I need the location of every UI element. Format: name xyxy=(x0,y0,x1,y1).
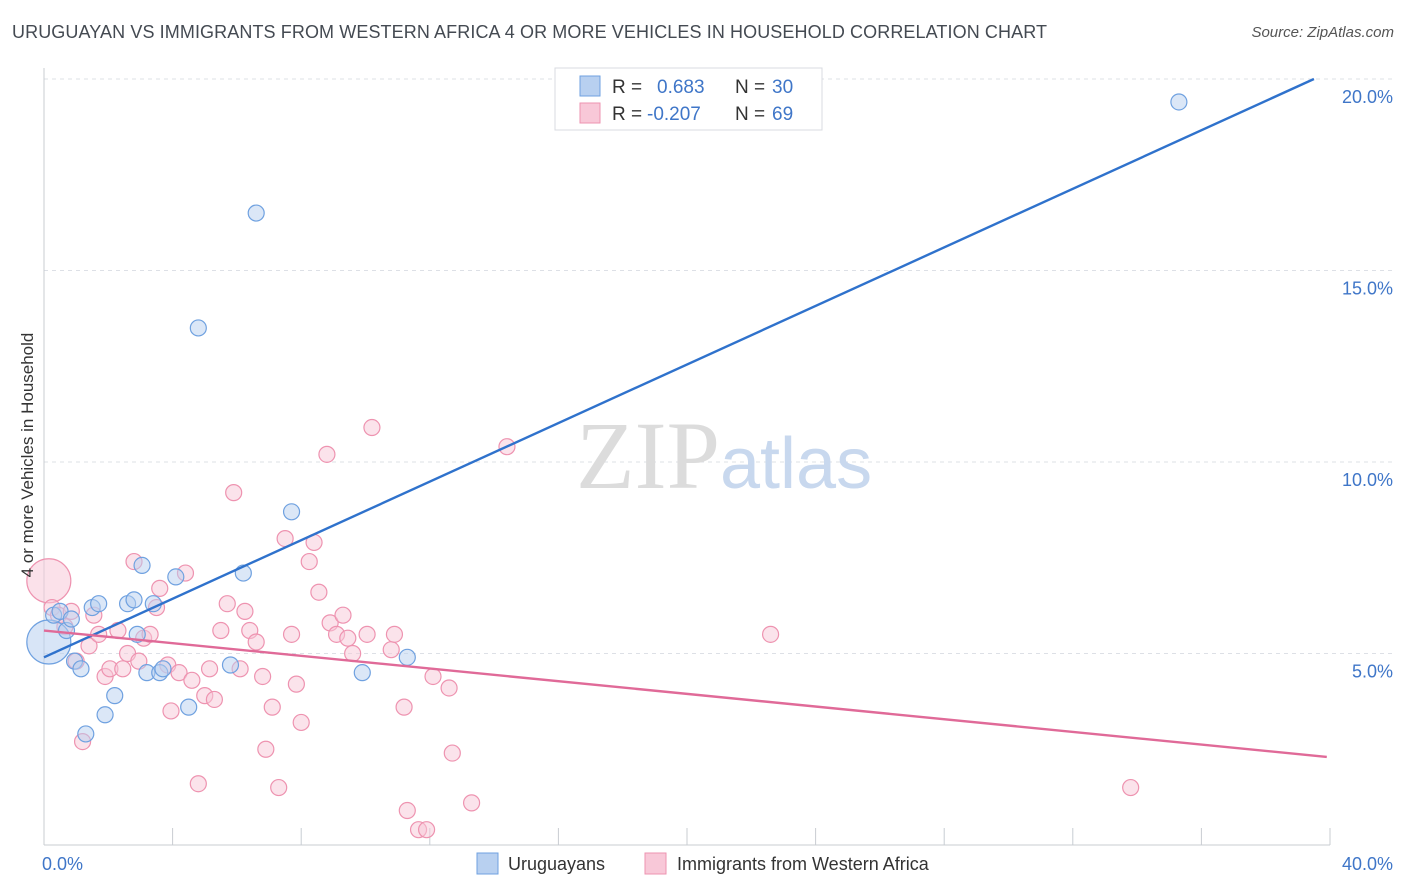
western-africa-point xyxy=(212,621,230,640)
uruguayan-point xyxy=(247,204,265,222)
legend-r-label: R = xyxy=(612,77,642,98)
western-africa-point xyxy=(318,445,336,463)
western-africa-point xyxy=(310,583,328,601)
western-africa-point xyxy=(385,625,404,643)
uruguayan-point xyxy=(282,503,301,521)
legend-r-value: -0.207 xyxy=(647,104,701,125)
western-africa-point xyxy=(344,644,362,663)
watermark-zip: ZIP xyxy=(576,402,720,509)
series-uruguayans-points xyxy=(26,93,1188,743)
western-africa-point xyxy=(443,744,461,762)
legend-r-label: R = xyxy=(612,104,642,125)
western-africa-point xyxy=(334,606,352,624)
uruguayan-point xyxy=(398,648,416,666)
legend-uruguayans-label: Uruguayans xyxy=(508,854,605,874)
legend-western-africa-label: Immigrants from Western Africa xyxy=(677,854,930,874)
uruguayan-point xyxy=(1170,93,1188,111)
western-africa-point xyxy=(200,660,219,678)
watermark-atlas: atlas xyxy=(720,424,872,504)
uruguayan-point xyxy=(90,595,108,613)
western-africa-point xyxy=(254,667,272,686)
legend-r-value: 0.683 xyxy=(657,77,705,98)
trend-lines xyxy=(43,77,1327,759)
y-tick-label: 5.0% xyxy=(1352,662,1393,682)
western-africa-point xyxy=(287,675,305,693)
uruguayan-point xyxy=(221,656,240,674)
y-tick-label: 20.0% xyxy=(1342,87,1393,107)
western-africa-point xyxy=(257,740,275,758)
uruguayan-point xyxy=(133,556,151,575)
western-africa-point xyxy=(236,602,254,620)
western-africa-point xyxy=(151,579,169,597)
western-africa-point xyxy=(225,484,243,502)
western-africa-point xyxy=(292,713,310,732)
western-africa-point xyxy=(395,698,413,716)
western-africa-point xyxy=(170,664,188,682)
uruguayan-trend-line xyxy=(43,77,1315,659)
uruguayan-point xyxy=(106,687,124,705)
uruguayan-point xyxy=(62,610,80,628)
western-africa-point xyxy=(462,794,481,812)
western-africa-point xyxy=(440,679,458,697)
bottom-legend: Uruguayans Immigrants from Western Afric… xyxy=(476,852,930,875)
legend-n-label: N = xyxy=(735,104,765,125)
source-credit: Source: ZipAtlas.com xyxy=(1251,24,1394,41)
uruguayan-point xyxy=(189,319,207,337)
uruguayan-point xyxy=(353,664,371,682)
legend-n-label: N = xyxy=(735,77,765,98)
western-africa-point xyxy=(162,702,180,720)
western-africa-point xyxy=(282,625,301,643)
stats-legend: R = 0.683 N = 30 R = -0.207 N = 69 xyxy=(554,67,823,131)
western-africa-point xyxy=(339,629,357,647)
series-western-africa-points xyxy=(26,418,1140,839)
tick-labels: 5.0% 10.0% 15.0% 20.0% 0.0% 40.0% xyxy=(42,87,1393,874)
legend-pink-swatch xyxy=(579,102,601,124)
y-tick-label: 15.0% xyxy=(1342,279,1393,299)
legend-western-africa-swatch xyxy=(644,852,667,875)
y-tick-label: 10.0% xyxy=(1342,470,1393,490)
uruguayan-point xyxy=(154,660,172,678)
legend-n-value: 30 xyxy=(772,77,793,98)
western-africa-point xyxy=(424,667,442,686)
western-africa-point xyxy=(417,821,436,839)
y-axis-label: 4 or more Vehicles in Household xyxy=(18,333,37,578)
uruguayan-point xyxy=(125,591,143,609)
uruguayan-point xyxy=(72,660,90,678)
uruguayan-point xyxy=(167,568,185,586)
western-africa-point xyxy=(263,698,281,716)
western-africa-point xyxy=(398,801,416,820)
western-africa-point xyxy=(363,418,381,437)
legend-blue-swatch xyxy=(579,75,601,97)
western-africa-trend-line xyxy=(43,629,1327,759)
chart-title: URUGUAYAN VS IMMIGRANTS FROM WESTERN AFR… xyxy=(12,22,1048,42)
uruguayan-point xyxy=(77,725,95,743)
western-africa-point xyxy=(114,660,132,678)
x-tick-label: 0.0% xyxy=(42,854,83,874)
x-tick-label: 40.0% xyxy=(1342,854,1393,874)
western-africa-point xyxy=(358,625,376,643)
legend-n-value: 69 xyxy=(772,104,793,125)
western-africa-point xyxy=(205,690,223,709)
western-africa-point xyxy=(382,641,400,659)
western-africa-point xyxy=(1122,778,1140,797)
western-africa-point xyxy=(218,595,236,613)
legend-uruguayans-swatch xyxy=(476,852,499,875)
western-africa-point xyxy=(270,778,288,797)
western-africa-point xyxy=(247,633,265,651)
western-africa-point xyxy=(189,775,207,793)
western-africa-point xyxy=(183,671,201,689)
western-africa-point xyxy=(761,625,780,643)
western-africa-point xyxy=(300,552,318,571)
uruguayan-point xyxy=(180,698,198,716)
uruguayan-point xyxy=(96,706,114,724)
